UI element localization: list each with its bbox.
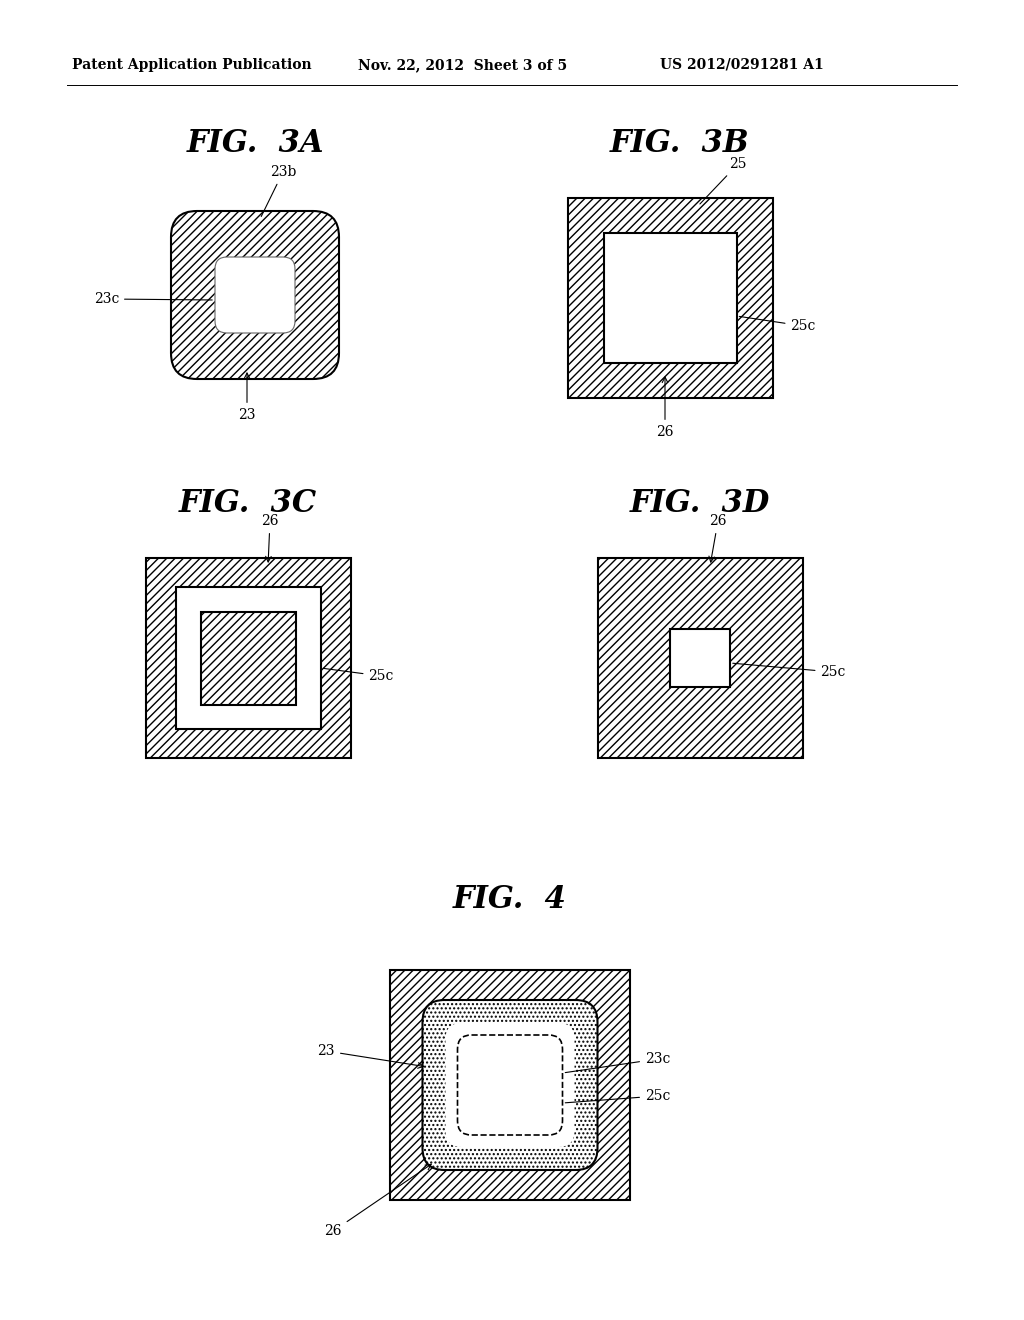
Text: 25c: 25c	[733, 663, 846, 678]
FancyBboxPatch shape	[445, 1023, 574, 1147]
Text: 26: 26	[325, 1164, 431, 1238]
Text: 25c: 25c	[739, 317, 816, 333]
FancyBboxPatch shape	[423, 1001, 597, 1170]
Text: FIG.  3A: FIG. 3A	[186, 128, 324, 158]
Bar	[567, 198, 772, 399]
Text: 26: 26	[656, 378, 674, 440]
Text: FIG.  3B: FIG. 3B	[610, 128, 750, 158]
Text: 25: 25	[700, 157, 746, 205]
Text: 23b: 23b	[261, 165, 296, 216]
Bar	[175, 587, 321, 729]
Text: FIG.  4: FIG. 4	[453, 884, 567, 916]
FancyBboxPatch shape	[171, 211, 339, 379]
Bar	[201, 611, 296, 705]
FancyBboxPatch shape	[215, 257, 295, 333]
Text: Patent Application Publication: Patent Application Publication	[72, 58, 311, 73]
FancyBboxPatch shape	[458, 1035, 562, 1135]
Text: FIG.  3D: FIG. 3D	[630, 487, 770, 519]
Text: FIG.  3C: FIG. 3C	[179, 487, 317, 519]
Bar	[145, 558, 350, 758]
Text: 25c: 25c	[324, 668, 394, 682]
Text: US 2012/0291281 A1: US 2012/0291281 A1	[660, 58, 823, 73]
Text: 26: 26	[709, 513, 727, 562]
Text: 23c: 23c	[565, 1052, 671, 1073]
Bar	[670, 630, 730, 686]
Text: 26: 26	[261, 513, 279, 562]
Bar	[390, 970, 630, 1200]
Text: 25c: 25c	[565, 1089, 671, 1104]
Bar	[597, 558, 803, 758]
Text: 23c: 23c	[93, 292, 212, 306]
Text: 23: 23	[239, 374, 256, 422]
Text: Nov. 22, 2012  Sheet 3 of 5: Nov. 22, 2012 Sheet 3 of 5	[358, 58, 567, 73]
Bar	[603, 234, 736, 363]
Text: 23: 23	[317, 1044, 424, 1068]
